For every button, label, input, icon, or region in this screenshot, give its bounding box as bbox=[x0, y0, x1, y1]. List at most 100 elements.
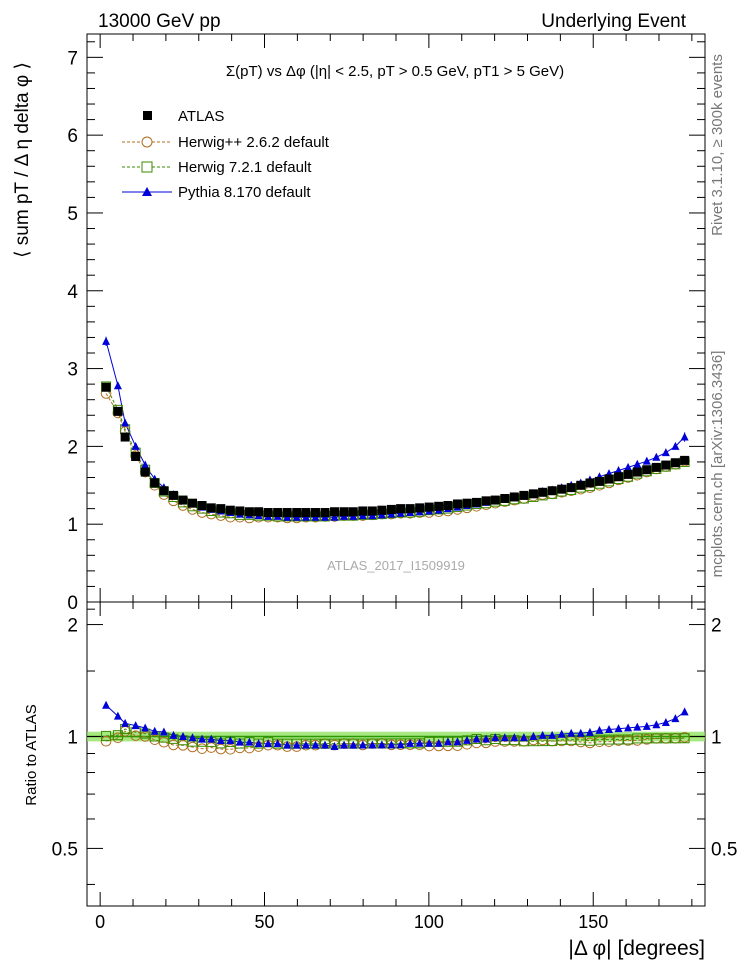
ratio-y-axis-title: Ratio to ATLAS bbox=[23, 704, 40, 805]
atlas-point bbox=[424, 502, 434, 512]
pythia-ratio-point bbox=[349, 740, 358, 749]
legend-atlas-label: ATLAS bbox=[178, 108, 224, 125]
herwig7-ratio-point bbox=[584, 735, 595, 746]
legend-herwigpp-marker bbox=[141, 136, 153, 148]
legend-herwig7-marker bbox=[141, 161, 153, 173]
pythia-ratio-point bbox=[245, 737, 254, 746]
y-tick-label: 3 bbox=[67, 360, 78, 381]
atlas-point bbox=[168, 490, 178, 500]
pythia-ratio-point bbox=[150, 726, 159, 735]
pythia-ratio-point bbox=[264, 739, 273, 748]
pythia-ratio-point bbox=[624, 723, 633, 732]
herwig7-ratio-point bbox=[660, 733, 671, 744]
ratio-tick-label-left: 1 bbox=[67, 727, 78, 748]
pythia-ratio-point bbox=[301, 740, 310, 749]
atlas-point bbox=[120, 432, 130, 442]
pythia-ratio-point bbox=[548, 730, 557, 739]
herwigpp-ratio-point bbox=[100, 735, 112, 747]
pythia-ratio-point bbox=[425, 738, 434, 747]
legend-pythia-label: Pythia 8.170 default bbox=[178, 184, 311, 201]
y-tick-label: 6 bbox=[67, 126, 78, 147]
atlas-point bbox=[670, 458, 680, 468]
x-tick-label: 100 bbox=[414, 912, 444, 932]
atlas-point bbox=[310, 508, 320, 518]
pythia-ratio-point bbox=[443, 737, 452, 746]
mcplots-label: mcplots.cern.ch [arXiv:1306.3436] bbox=[709, 351, 726, 578]
pythia-ratio-point bbox=[614, 724, 623, 733]
atlas-point bbox=[140, 467, 150, 477]
pythia-ratio-point bbox=[500, 733, 509, 742]
atlas-point bbox=[632, 467, 642, 477]
pythia-ratio-point bbox=[368, 740, 377, 749]
pythia-ratio-point bbox=[472, 734, 481, 743]
atlas-point bbox=[206, 503, 216, 513]
atlas-point bbox=[490, 495, 500, 505]
pythia-ratio-point bbox=[538, 730, 547, 739]
ratio-tick-label-right: 1 bbox=[711, 727, 722, 748]
pythia-ratio-point bbox=[652, 720, 661, 729]
pythia-ratio-point bbox=[311, 740, 320, 749]
atlas-point bbox=[150, 478, 160, 488]
pythia-point bbox=[661, 448, 670, 457]
pythia-ratio-point bbox=[585, 727, 594, 736]
pythia-ratio-point bbox=[529, 731, 538, 740]
pythia-point bbox=[624, 462, 633, 471]
atlas-point bbox=[585, 478, 595, 488]
atlas-point bbox=[358, 506, 368, 516]
pythia-ratio-point bbox=[188, 733, 197, 742]
atlas-point bbox=[396, 504, 406, 514]
atlas-point bbox=[254, 507, 264, 517]
pythia-ratio-point bbox=[198, 734, 207, 743]
atlas-point bbox=[500, 494, 510, 504]
herwig7-ratio-point bbox=[594, 734, 605, 745]
x-tick-label: 150 bbox=[578, 912, 608, 932]
atlas-point bbox=[443, 501, 453, 511]
atlas-point bbox=[225, 505, 235, 515]
y-tick-label: 7 bbox=[67, 48, 78, 69]
atlas-point bbox=[680, 455, 690, 465]
atlas-point bbox=[348, 507, 358, 517]
atlas-point bbox=[623, 469, 633, 479]
pythia-point bbox=[671, 441, 680, 450]
atlas-point bbox=[576, 480, 586, 490]
atlas-point bbox=[367, 506, 377, 516]
ratio-frame bbox=[86, 601, 706, 907]
pythia-ratio-point bbox=[605, 724, 614, 733]
pythia-ratio-point bbox=[216, 736, 225, 745]
atlas-point bbox=[235, 506, 245, 516]
y-axis-title: ⟨ sum pT / Δ η delta φ ⟩ bbox=[12, 62, 33, 258]
x-tick-label: 0 bbox=[95, 912, 105, 932]
pythia-line-main bbox=[105, 341, 685, 518]
herwig7-line-main bbox=[105, 386, 685, 517]
pythia-point bbox=[652, 452, 661, 461]
pythia-ratio-point bbox=[226, 736, 235, 745]
pythia-point bbox=[141, 460, 150, 469]
herwig7-ratio-point bbox=[651, 733, 662, 744]
pythia-ratio-point bbox=[141, 723, 150, 732]
plot-title: Σ(pT) vs Δφ (|η| < 2.5, pT > 0.5 GeV, pT… bbox=[226, 63, 564, 80]
atlas-point bbox=[263, 508, 273, 518]
pythia-ratio-point bbox=[557, 729, 566, 738]
pythia-ratio-point bbox=[567, 728, 576, 737]
pythia-point bbox=[121, 418, 130, 427]
pythia-ratio-point bbox=[235, 737, 244, 746]
pythia-ratio-point bbox=[283, 740, 292, 749]
pythia-ratio-point bbox=[415, 738, 424, 747]
atlas-point bbox=[594, 476, 604, 486]
y-tick-label: 2 bbox=[67, 437, 78, 458]
pythia-ratio-point bbox=[102, 700, 111, 709]
x-axis-title: |Δ φ| [degrees] bbox=[568, 937, 705, 960]
atlas-point bbox=[188, 498, 198, 508]
pythia-ratio-point bbox=[207, 734, 216, 743]
herwig7-ratio-point bbox=[632, 733, 643, 744]
atlas-point bbox=[386, 504, 396, 514]
pythia-point bbox=[633, 459, 642, 468]
pythia-ratio-point bbox=[387, 740, 396, 749]
y-tick-label: 1 bbox=[67, 515, 78, 536]
pythia-ratio-point bbox=[482, 734, 491, 743]
y-tick-label: 5 bbox=[67, 204, 78, 225]
atlas-point bbox=[178, 495, 188, 505]
atlas-point bbox=[538, 487, 548, 497]
herwig7-ratio-point bbox=[613, 734, 624, 745]
